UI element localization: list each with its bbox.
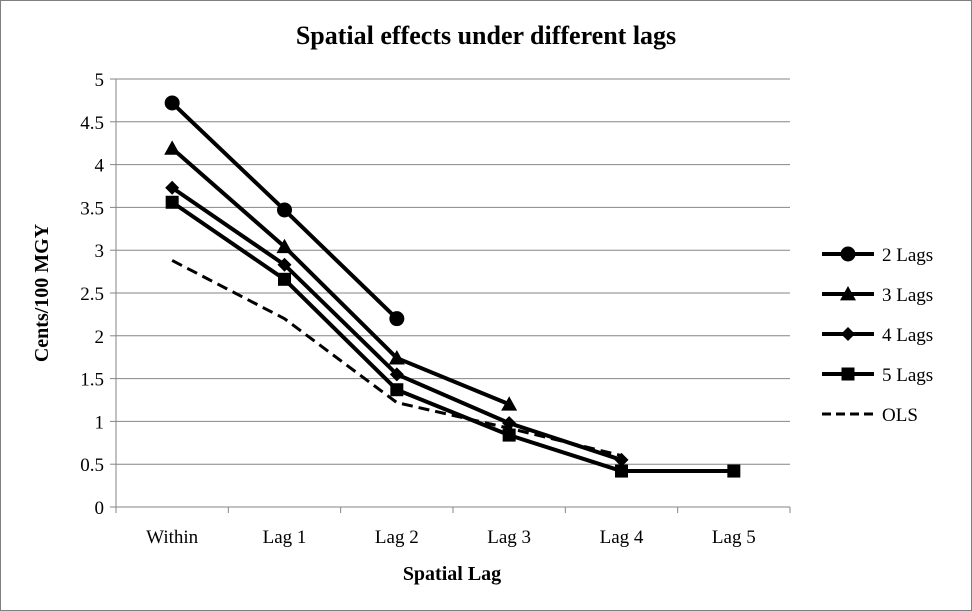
chart-title: Spatial effects under different lags [296,21,676,50]
triangle-marker [276,238,293,254]
square-marker [841,367,855,381]
x-axis-title: Spatial Lag [403,563,501,585]
circle-marker [164,95,180,111]
axes: 0 0.5 1 1.5 2 2.5 3 3.5 4 4.5 5 Within Lag 1 Lag 2 Lag… [80,70,791,548]
legend-label: 3 Lags [882,285,933,306]
circle-marker [389,311,405,327]
x-tick-label: Within [146,527,199,548]
series-line-3-lags [170,146,510,407]
y-tick-label: 4.5 [80,113,104,134]
triangle-marker [840,286,856,301]
legend-label: 5 Lags [882,365,933,386]
y-tick-label: 1 [95,412,105,433]
square-marker [278,272,291,286]
diamond-marker [165,180,180,195]
series-line-5-lags [171,200,734,474]
circle-marker [277,202,292,218]
square-marker [615,464,628,478]
diamond-marker [614,452,629,467]
y-tick-label: 4 [95,156,105,177]
y-tick-label: 3.5 [80,198,104,219]
circle-marker [840,246,856,262]
y-tick-label: 2.5 [80,284,104,305]
legend-label: 4 Lags [882,325,933,346]
square-marker [390,383,404,397]
square-marker [165,195,179,209]
x-tick-label: Lag 2 [375,527,419,548]
diamond-marker [277,257,292,272]
square-marker [727,464,741,478]
triangle-marker [164,140,181,155]
triangle-marker [388,350,405,365]
x-tick-label: Lag 4 [600,527,644,548]
legend-label: OLS [882,405,918,426]
y-tick-label: 2 [95,327,105,348]
legend: 2 Lags 3 Lags 4 Lags 5 Lags OLS [822,245,933,426]
legend-label: 2 Lags [882,245,933,266]
y-tick-label: 3 [95,241,105,262]
diamond-marker [841,327,855,341]
square-marker [502,428,516,442]
y-tick-label: 0 [95,498,105,519]
x-tick-label: Lag 1 [263,527,307,548]
gridlines [116,78,790,465]
y-tick-label: 0.5 [80,455,104,476]
y-tick-label: 5 [95,70,105,91]
triangle-marker [501,396,518,411]
series-lines [164,95,741,478]
x-tick-label: Lag 5 [712,527,756,548]
y-axis-title: Cents/100 MGY [31,223,53,362]
diamond-marker [389,367,404,382]
y-tick-label: 1.5 [80,370,104,391]
x-tick-label: Lag 3 [487,527,531,548]
